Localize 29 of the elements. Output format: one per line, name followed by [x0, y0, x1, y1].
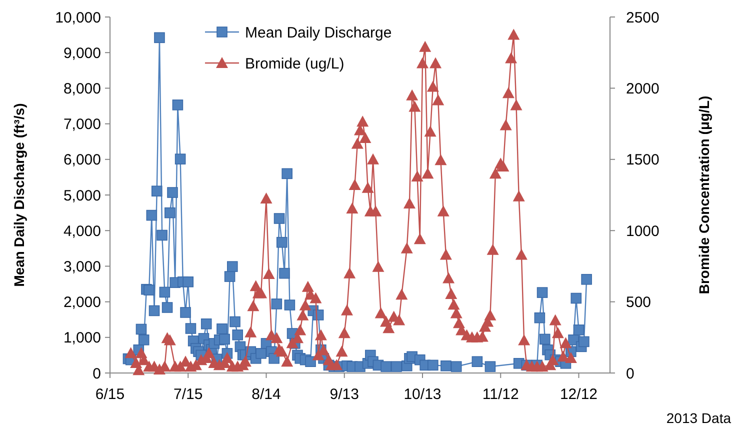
- x-tick-label: 8/14: [252, 386, 281, 403]
- y-tick-label: 6,000: [63, 152, 101, 169]
- y2-tick-label: 2500: [626, 9, 660, 26]
- legend-label: Bromide (ug/L): [245, 55, 344, 72]
- y-tick-label: 9,000: [63, 44, 101, 62]
- legend-label: Mean Daily Discharge: [245, 24, 392, 42]
- y2-axis-title: Bromide Concentration (μg/L): [696, 96, 712, 294]
- y2-tick-label: 500: [626, 294, 652, 312]
- y-axis-title: Mean Daily Discharge (ft³/s): [11, 103, 27, 287]
- y-tick-label: 2,000: [63, 294, 101, 312]
- x-tick-label: 11/12: [482, 386, 519, 403]
- y-tick-label: 1,000: [63, 330, 101, 347]
- y-tick-label: 7,000: [63, 116, 101, 134]
- y-tick-label: 8,000: [63, 80, 101, 98]
- y-tick-label: 10,000: [55, 9, 101, 26]
- y-tick-label: 5,000: [63, 187, 101, 204]
- y2-tick-label: 1500: [626, 152, 660, 169]
- y2-tick-label: 2000: [626, 80, 660, 98]
- x-tick-label: 10/13: [404, 386, 442, 403]
- x-tick-label: 7/15: [174, 386, 203, 403]
- x-tick-label: 9/13: [330, 386, 359, 403]
- y-tick-label: 0: [92, 365, 101, 382]
- x-tick-label: 12/12: [560, 386, 598, 403]
- y2-tick-label: 1000: [626, 222, 660, 240]
- text: 2013 Data: [666, 410, 732, 426]
- y-tick-label: 4,000: [63, 222, 101, 240]
- y-tick-label: 3,000: [63, 258, 101, 276]
- y2-tick-label: 0: [626, 365, 634, 382]
- x-tick-label: 6/15: [95, 386, 125, 403]
